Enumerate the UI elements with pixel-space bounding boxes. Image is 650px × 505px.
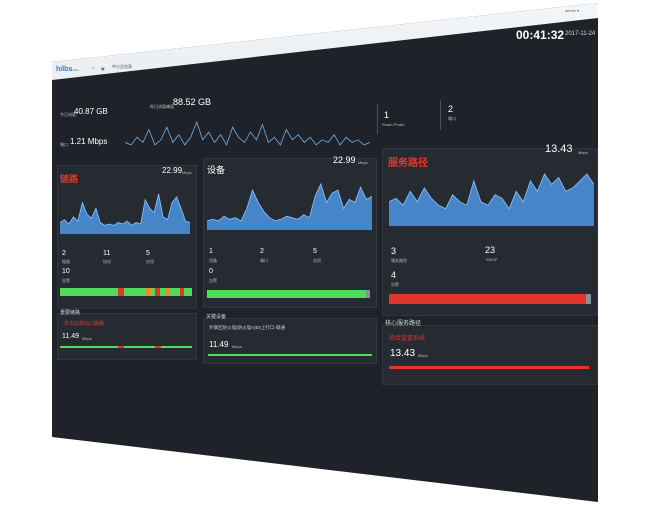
core-service-value: 13.43 <box>390 348 416 359</box>
device-status-end <box>366 290 370 298</box>
device-count-label-0: 设备 <box>209 258 217 263</box>
important-link-bar <box>60 346 192 348</box>
service-panel-unit: Mbps <box>578 150 588 155</box>
service-panel <box>382 148 598 316</box>
device-panel-title[interactable]: 设备 <box>207 165 226 175</box>
core-service-title: 核心服务路径 <box>385 321 422 327</box>
device-count-label-2: 应用 <box>313 258 321 263</box>
app-logo: hilbs <box>56 66 73 73</box>
link-status-segment <box>146 288 151 296</box>
link-count-label-1: 协议 <box>103 259 111 264</box>
key-device-title: 关键设备 <box>206 314 227 320</box>
link-panel-title[interactable]: 链路 <box>60 174 79 184</box>
service-status-end <box>586 294 591 304</box>
important-link-unit: Mbps <box>82 336 92 341</box>
key-device-unit: Mbps <box>232 344 242 349</box>
probe-count: 1 <box>384 110 390 120</box>
port-traffic-value: 1.21 Mbps <box>70 137 108 146</box>
core-service-unit: Mbps <box>418 353 428 358</box>
link-panel-value: 22.99 <box>162 166 183 175</box>
link-status-segment <box>118 288 124 296</box>
link-count-1: 11 <box>103 250 111 257</box>
link-count-0: 2 <box>62 250 66 257</box>
device-count-1: 2 <box>260 248 264 255</box>
important-link-segment <box>118 346 124 348</box>
port-count-label: 端口 <box>448 116 456 121</box>
service-panel-value: 13.43 <box>545 143 573 155</box>
key-device-value: 11.49 <box>209 340 229 349</box>
clock-date: 2017-11-24 <box>565 31 596 37</box>
link-count-label-0: 链路 <box>62 259 70 264</box>
service-count-label-1: SNOP <box>486 257 498 262</box>
tab-overview[interactable]: 中小总览表 <box>112 64 132 69</box>
clock-time: 00:41:32 <box>516 28 565 42</box>
link-panel <box>57 165 197 309</box>
yesterday-peak-value: 88.52 GB <box>173 97 212 107</box>
link-count-label-2: 应用 <box>146 259 154 264</box>
link-traffic-chart <box>60 193 190 234</box>
port-traffic-label: 端口 <box>60 142 68 147</box>
divider <box>377 104 378 134</box>
app-logo-sub: HaBao <box>70 68 80 72</box>
probe-label: Smart Probe <box>382 122 405 127</box>
yesterday-peak-label: 昨日流量峰值 <box>150 104 174 109</box>
service-panel-title[interactable]: 服务路径 <box>388 158 428 169</box>
user-menu[interactable]: admin ▾ <box>565 8 580 13</box>
window-icon[interactable]: ▣ <box>101 66 105 71</box>
service-traffic-chart <box>389 173 594 226</box>
service-count-label-0: 服务路径 <box>391 258 407 263</box>
device-count-0: 1 <box>209 248 213 255</box>
link-status-segment <box>180 288 184 296</box>
important-link-title: 重要链路 <box>60 310 81 316</box>
key-device-item[interactable]: 外联区防火墙(防火墙A)E0上行口-联通 <box>209 325 285 330</box>
link-alarm-count: 10 <box>62 268 70 275</box>
important-link-panel <box>57 313 197 360</box>
core-service-item[interactable]: 综合监管系统 <box>389 336 426 342</box>
service-alarm-count: 4 <box>391 270 397 280</box>
device-panel-value: 22.99 <box>333 155 356 165</box>
device-count-label-1: 端口 <box>260 258 268 263</box>
link-count-2: 5 <box>146 250 150 257</box>
important-link-value: 11.49 <box>62 333 79 340</box>
key-device-panel <box>203 318 377 364</box>
link-status-bar <box>60 288 192 296</box>
device-count-2: 5 <box>313 248 317 255</box>
important-link-segment <box>155 346 161 348</box>
important-link-item[interactable]: 本市总部出口链路 <box>64 321 105 327</box>
device-panel-unit: Mbps <box>358 160 368 165</box>
service-count-0: 3 <box>391 246 397 256</box>
traffic-sparkline <box>125 120 370 146</box>
port-count: 2 <box>448 104 454 114</box>
core-service-panel <box>382 325 598 385</box>
link-status-segment <box>155 288 160 296</box>
today-traffic-label: 今日流量 <box>60 112 76 117</box>
device-status-bar <box>207 290 369 298</box>
home-icon[interactable]: ⌂ <box>92 65 96 71</box>
core-service-bar <box>389 366 589 369</box>
service-status-bar <box>389 294 589 304</box>
key-device-bar <box>208 354 372 356</box>
link-alarm-label: 告警 <box>62 278 70 283</box>
device-traffic-chart <box>207 182 372 230</box>
today-traffic-value: 40.87 GB <box>74 107 108 116</box>
device-panel <box>203 158 377 308</box>
service-count-1: 23 <box>485 245 496 255</box>
link-status-segment <box>166 288 170 296</box>
device-alarm-count: 0 <box>209 268 213 275</box>
divider <box>440 100 441 130</box>
link-panel-unit: Mbps <box>182 170 192 175</box>
service-alarm-label: 告警 <box>391 282 399 287</box>
device-alarm-label: 告警 <box>209 278 217 283</box>
